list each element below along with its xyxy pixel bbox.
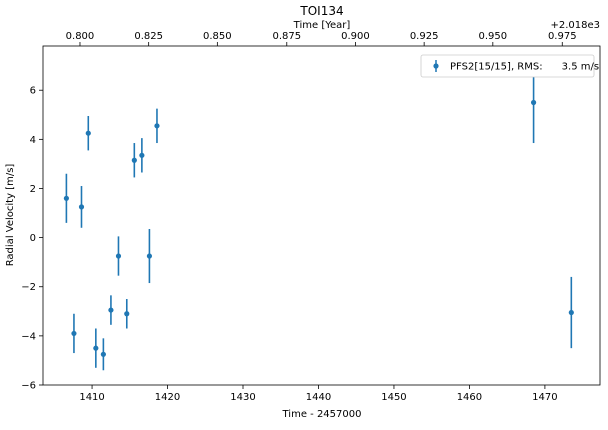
data-point-4 (93, 345, 99, 351)
data-point-11 (146, 253, 153, 259)
top-tick-label-0: 0.800 (66, 31, 95, 42)
y-axis-label: Radial Velocity [m/s] (5, 164, 16, 267)
y-tick-label-6: 6 (30, 86, 36, 97)
top-axis-label: Time [Year] (293, 20, 351, 31)
x-axis-ticks: 1410 1420 1430 1440 1450 1460 1470 (79, 385, 558, 403)
top-tick-label-6: 0.950 (479, 31, 508, 42)
y-tick-label-3: 0 (30, 233, 36, 244)
data-point-12 (154, 123, 160, 129)
data-point-10 (139, 152, 145, 158)
chart-title: TOI134 (299, 4, 343, 18)
y-tick-label-0: −6 (21, 381, 36, 392)
data-points (63, 61, 574, 371)
top-axis-offset-label: +2.018e3 (550, 20, 600, 31)
top-axis-ticks: 0.800 0.825 0.850 0.875 0.900 0.925 0.950 0.975 (66, 31, 577, 46)
data-point-9 (131, 157, 137, 163)
y-tick-label-1: −4 (21, 331, 36, 342)
x-tick-label-4: 1450 (381, 392, 406, 403)
legend-marker (433, 63, 439, 69)
data-point-3 (85, 130, 91, 136)
data-point-13 (530, 99, 537, 106)
x-axis-label: Time - 2457000 (282, 409, 362, 420)
data-point-8 (124, 311, 130, 317)
data-point-0 (63, 195, 69, 201)
data-point-2 (78, 204, 85, 210)
y-tick-label-5: 4 (30, 135, 36, 146)
x-tick-label-1: 1420 (155, 392, 180, 403)
data-point-1 (71, 330, 77, 337)
legend: PFS2[15/15], RMS: 3.5 m/s (420, 54, 599, 78)
top-tick-label-2: 0.850 (203, 31, 232, 42)
x-tick-label-5: 1460 (457, 392, 482, 403)
top-tick-label-5: 0.925 (410, 31, 439, 42)
top-tick-label-3: 0.875 (272, 31, 301, 42)
y-axis-ticks: −6 −4 −2 0 2 4 6 (21, 86, 43, 392)
data-point-14 (568, 309, 574, 316)
top-tick-label-4: 0.900 (341, 31, 370, 42)
data-point-7 (115, 253, 122, 259)
top-tick-label-1: 0.825 (134, 31, 163, 42)
legend-box (420, 54, 595, 78)
x-tick-label-3: 1440 (306, 392, 331, 403)
plot-area-frame (42, 45, 601, 386)
x-tick-label-0: 1410 (79, 392, 104, 403)
x-tick-label-6: 1470 (532, 392, 557, 403)
data-point-6 (108, 307, 114, 313)
y-tick-label-4: 2 (30, 184, 36, 195)
legend-label: PFS2[15/15], RMS: 3.5 m/s (450, 62, 599, 73)
x-tick-label-2: 1430 (230, 392, 255, 403)
y-tick-label-2: −2 (21, 282, 36, 293)
top-tick-label-7: 0.975 (548, 31, 577, 42)
data-point-5 (100, 351, 106, 357)
